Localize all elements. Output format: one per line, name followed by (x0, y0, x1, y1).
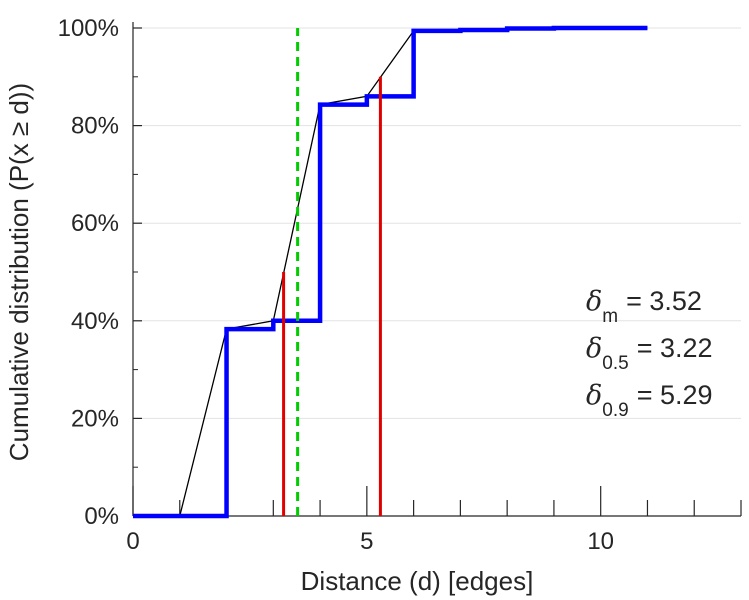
annotation-0: δm= 3.52 (586, 286, 702, 327)
series-step-cdf (133, 25, 648, 519)
data-series (133, 25, 648, 519)
y-axis-title: Cumulative distribution (P(x ≥ d)) (4, 83, 34, 461)
y-tick-label: 60% (71, 210, 119, 237)
y-tick-label: 80% (71, 113, 119, 140)
tick-labels: 0% 20% 40% 60% 80% 100% 0 5 10 (58, 15, 614, 555)
x-tick-label: 5 (360, 528, 373, 555)
series-linear-cdf (179, 27, 648, 517)
x-tick-label: 0 (126, 528, 139, 555)
gridlines (133, 27, 741, 419)
annotation-1: δ0.5= 3.22 (586, 333, 713, 374)
x-axis-title: Distance (d) [edges] (301, 566, 534, 596)
y-tick-label: 0% (84, 503, 119, 530)
reference-lines (282, 28, 382, 516)
axes (132, 22, 742, 517)
y-tick-label: 40% (71, 308, 119, 335)
x-tick-label: 10 (587, 528, 614, 555)
y-tick-label: 20% (71, 405, 119, 432)
y-tick-label: 100% (58, 15, 119, 42)
annotation-2: δ0.9= 5.29 (586, 380, 713, 421)
statistics-annotations: δm= 3.52 δ0.5= 3.22 δ0.9= 5.29 (586, 286, 713, 421)
